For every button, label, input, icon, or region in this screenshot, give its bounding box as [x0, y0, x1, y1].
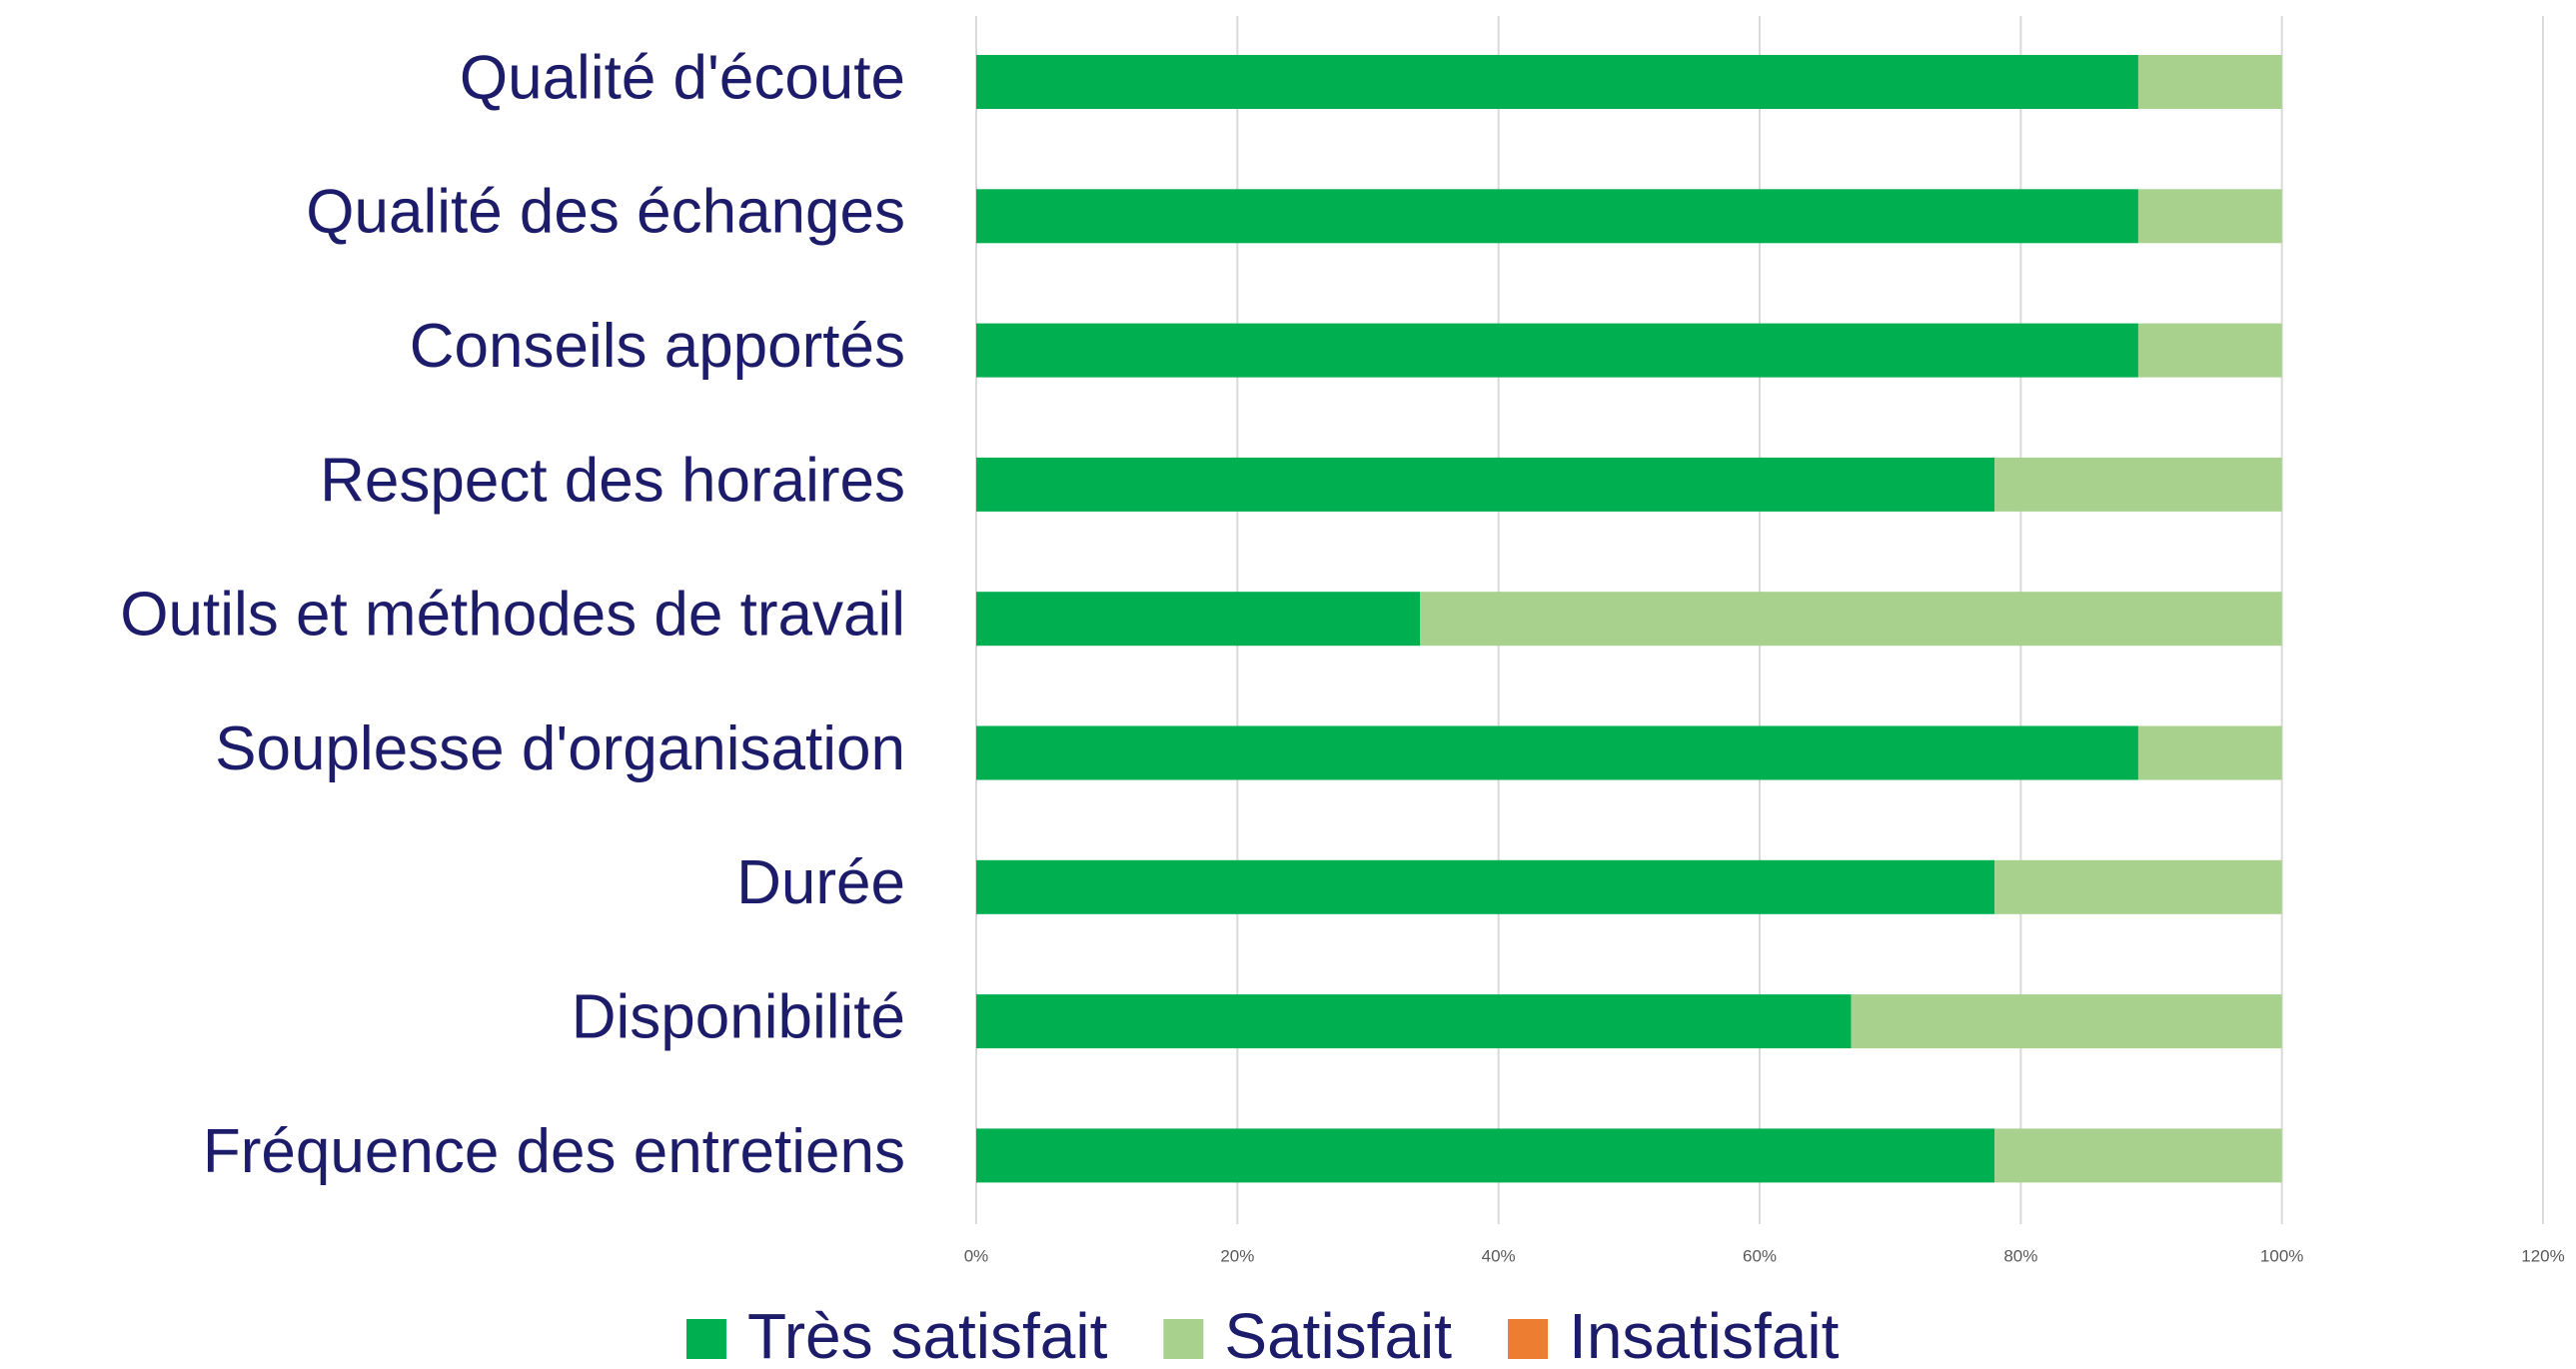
category-label: Respect des horaires	[320, 446, 905, 515]
legend-swatch	[1508, 1319, 1549, 1359]
category-label: Conseils apportés	[410, 312, 905, 381]
x-tick-label: 40%	[1482, 1246, 1516, 1265]
bar-segment	[2137, 725, 2282, 780]
bar-segment	[1994, 1128, 2282, 1183]
x-tick-label: 80%	[2003, 1246, 2037, 1265]
x-tick-label: 0%	[964, 1246, 989, 1265]
bar-segment	[976, 592, 1421, 647]
bar-segment	[976, 55, 2138, 109]
bar-segment	[2137, 323, 2282, 378]
legend-swatch	[686, 1319, 726, 1359]
bar-segment	[976, 457, 1995, 512]
bar-segment	[976, 1128, 1995, 1183]
category-label: Souplesse d'organisation	[215, 714, 905, 783]
bar-segment	[976, 859, 1995, 914]
legend-swatch	[1163, 1319, 1204, 1359]
category-label: Qualité d'écoute	[460, 43, 905, 112]
bar-segment	[976, 323, 2138, 378]
legend-label: Satisfait	[1224, 1300, 1452, 1369]
x-tick-label: 20%	[1220, 1246, 1254, 1265]
x-tick-label: 100%	[2260, 1246, 2303, 1265]
bar-segment	[976, 725, 2138, 780]
bar-segment	[1851, 994, 2282, 1049]
bar-segment	[2137, 55, 2282, 109]
bar-segment	[2137, 189, 2282, 244]
bar-segment	[1994, 859, 2282, 914]
bar-segment	[976, 189, 2138, 244]
bar-segment	[976, 994, 1852, 1049]
legend-label: Très satisfait	[747, 1300, 1108, 1369]
x-tick-label: 120%	[2521, 1246, 2564, 1265]
x-tick-label: 60%	[1743, 1246, 1777, 1265]
category-label: Qualité des échanges	[306, 178, 905, 247]
category-label: Fréquence des entretiens	[203, 1117, 905, 1186]
category-label: Disponibilité	[572, 982, 905, 1051]
category-label: Outils et méthodes de travail	[120, 581, 905, 650]
category-label: Durée	[736, 848, 905, 917]
bar-segment	[1994, 457, 2282, 512]
legend-label: Insatisfait	[1569, 1300, 1840, 1369]
bar-segment	[1420, 592, 2282, 647]
